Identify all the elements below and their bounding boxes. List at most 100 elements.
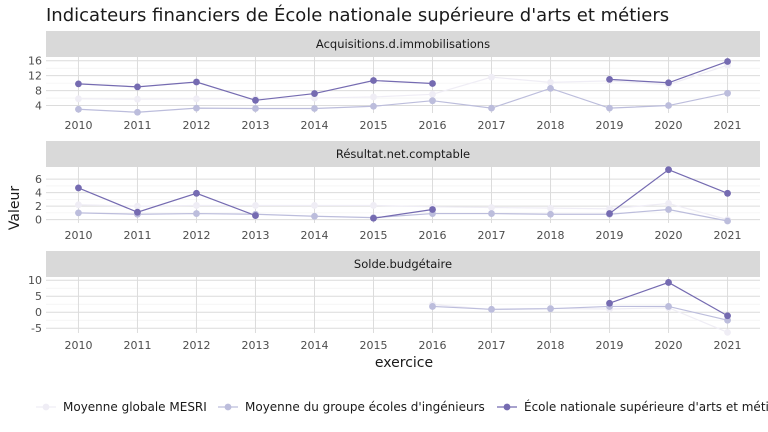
x-tick-label: 2014	[300, 119, 328, 132]
x-tick-label: 2013	[241, 119, 269, 132]
data-point	[665, 79, 672, 87]
data-point	[665, 206, 672, 213]
data-point	[429, 303, 436, 310]
data-point	[193, 202, 200, 209]
y-tick-label: 0	[35, 214, 42, 227]
data-point	[606, 299, 613, 307]
data-point	[488, 204, 495, 211]
data-point	[252, 202, 259, 209]
data-point	[606, 205, 613, 213]
y-tick-label: 6	[35, 173, 42, 186]
data-point	[488, 104, 495, 112]
x-tick-label: 2016	[419, 229, 447, 242]
data-point	[252, 96, 259, 104]
data-point	[547, 305, 554, 313]
legend-key-point	[42, 403, 50, 411]
data-point	[134, 208, 141, 216]
data-point	[429, 90, 436, 98]
data-point	[429, 97, 436, 105]
data-point	[370, 77, 377, 84]
x-tick-label: 2021	[714, 339, 742, 352]
y-tick-label: 10	[28, 274, 42, 287]
data-point	[370, 214, 377, 222]
x-tick-label: 2018	[537, 339, 565, 352]
y-tick-label: 4	[35, 100, 42, 113]
facets: Acquisitions.d.immobilisations4812162010…	[28, 31, 760, 352]
legend-label: Moyenne globale MESRI	[63, 400, 207, 414]
x-tick-label: 2019	[596, 119, 624, 132]
x-tick-label: 2018	[537, 119, 565, 132]
x-tick-label: 2019	[596, 229, 624, 242]
y-tick-label: -5	[31, 322, 42, 335]
series-line	[432, 305, 728, 321]
data-point	[724, 89, 731, 97]
legend-item: École nationale supérieure d'arts et mét…	[497, 399, 768, 414]
facet-strip-label: Acquisitions.d.immobilisations	[316, 37, 490, 51]
data-point	[429, 80, 436, 87]
data-point	[606, 210, 613, 217]
data-point	[370, 93, 377, 101]
data-point	[665, 166, 672, 174]
x-tick-label: 2017	[478, 229, 506, 242]
data-point	[370, 102, 377, 110]
facet-strip	[46, 141, 760, 167]
data-point	[134, 202, 141, 210]
data-point	[311, 202, 318, 209]
x-tick-label: 2012	[182, 229, 210, 242]
y-tick-label: 4	[35, 187, 42, 200]
data-point	[724, 58, 731, 65]
data-point	[193, 210, 200, 217]
x-tick-label: 2020	[655, 229, 683, 242]
x-tick-label: 2021	[714, 119, 742, 132]
data-point	[75, 80, 82, 88]
data-point	[311, 90, 318, 97]
data-point	[193, 189, 200, 197]
x-tick-label: 2017	[478, 119, 506, 132]
data-point	[75, 201, 82, 209]
data-point	[547, 78, 554, 86]
data-point	[193, 104, 200, 112]
data-point	[370, 202, 377, 209]
data-point	[547, 84, 554, 92]
x-tick-label: 2016	[419, 119, 447, 132]
y-tick-label: 12	[28, 70, 42, 83]
legend-item: Moyenne du groupe écoles d'ingénieurs	[218, 400, 485, 414]
data-point	[252, 105, 259, 112]
data-point	[134, 83, 141, 91]
data-point	[75, 105, 82, 113]
legend-key-point	[224, 403, 232, 411]
x-tick-label: 2021	[714, 229, 742, 242]
x-tick-label: 2020	[655, 119, 683, 132]
legend-label: Moyenne du groupe écoles d'ingénieurs	[245, 400, 485, 414]
data-point	[665, 303, 672, 310]
x-tick-label: 2015	[359, 119, 387, 132]
y-tick-label: 2	[35, 200, 42, 213]
data-point	[75, 184, 82, 192]
series-line	[78, 64, 728, 100]
legend-label: École nationale supérieure d'arts et mét…	[524, 399, 768, 414]
x-tick-label: 2019	[596, 339, 624, 352]
data-point	[665, 279, 672, 286]
facet-panel: Solde.budgétaire -5 0 5 10 2010 2011 2012 2013 20…	[28, 251, 760, 352]
x-tick-label: 2011	[123, 119, 151, 132]
legend-key-point	[503, 403, 511, 411]
x-tick-label: 2011	[123, 339, 151, 352]
data-point	[665, 102, 672, 109]
x-tick-label: 2012	[182, 119, 210, 132]
x-tick-label: 2013	[241, 339, 269, 352]
chart-title: Indicateurs financiers de École national…	[46, 4, 669, 26]
series-line	[373, 208, 433, 219]
data-point	[724, 217, 731, 225]
data-point	[75, 95, 82, 103]
data-point	[724, 328, 731, 336]
x-tick-label: 2012	[182, 339, 210, 352]
data-point	[193, 78, 200, 86]
facet-strip	[46, 31, 760, 57]
facet-panel: Acquisitions.d.immobilisations 4 8 12 16 2010…	[28, 31, 760, 132]
x-tick-label: 2010	[64, 119, 92, 132]
legend: Moyenne globale MESRI Moyenne du groupe é…	[36, 399, 768, 414]
x-tick-label: 2015	[359, 229, 387, 242]
data-point	[252, 212, 259, 219]
x-axis-title: exercice	[375, 355, 433, 371]
